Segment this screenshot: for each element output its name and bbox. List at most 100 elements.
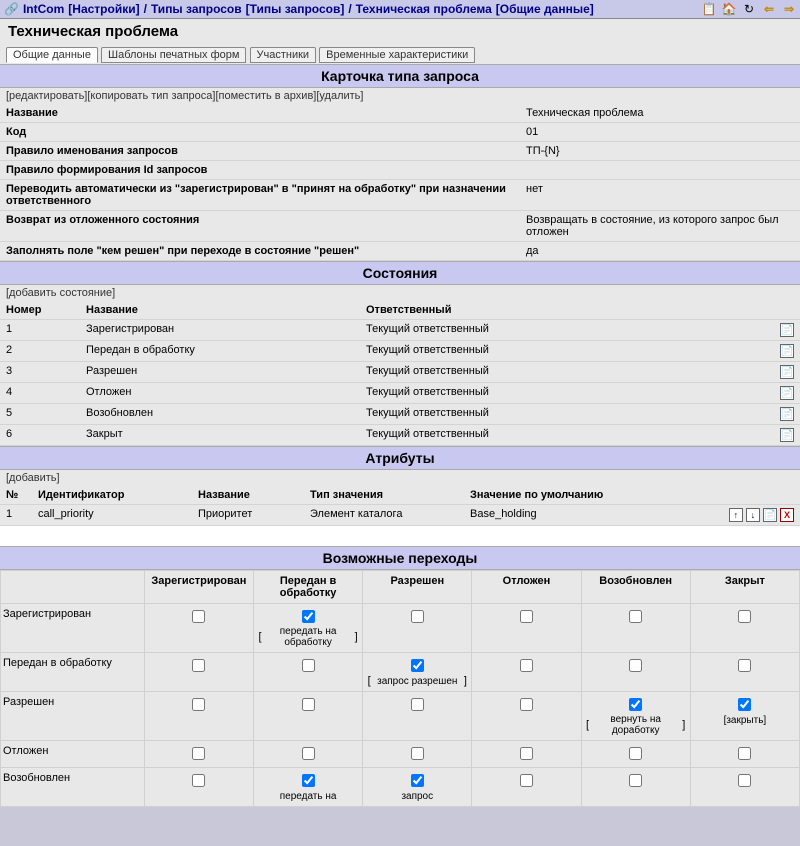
trans-checkbox[interactable] [520, 747, 533, 760]
delete-icon[interactable] [780, 508, 794, 522]
bc-seg1[interactable]: [Настройки] [68, 2, 139, 16]
attr-type: Элемент каталога [304, 505, 464, 526]
card-value: Возвращать в состояние, из которого запр… [520, 211, 800, 242]
copy-icon[interactable] [780, 407, 794, 421]
trans-label[interactable]: [закрыть] [724, 715, 767, 726]
state-num: 6 [0, 425, 80, 446]
trans-checkbox[interactable] [629, 659, 642, 672]
copy-icon[interactable] [780, 323, 794, 337]
trans-cell [581, 604, 690, 653]
bc-seg3b[interactable]: [Общие данные] [496, 2, 594, 16]
trans-checkbox[interactable] [629, 747, 642, 760]
trans-checkbox[interactable] [302, 610, 315, 623]
trans-checkbox[interactable] [411, 774, 424, 787]
tab-general[interactable]: Общие данные [6, 47, 98, 63]
trans-checkbox[interactable] [411, 747, 424, 760]
trans-checkbox[interactable] [302, 659, 315, 672]
home-icon[interactable]: 🏠 [722, 2, 736, 16]
attrs-col-name: Название [192, 486, 304, 505]
trans-label[interactable]: передать на обработку [264, 626, 352, 648]
bc-seg2b[interactable]: [Типы запросов] [246, 2, 345, 16]
trans-label[interactable]: вернуть на доработку [592, 714, 680, 736]
clipboard-icon[interactable]: 📋 [702, 2, 716, 16]
attr-row: 1call_priorityПриоритетЭлемент каталогаB… [0, 505, 800, 526]
trans-label[interactable]: запрос разрешен [377, 676, 457, 687]
card-label: Переводить автоматически из "зарегистрир… [0, 180, 520, 211]
state-name[interactable]: Передан в обработку [80, 341, 360, 362]
attr-num: 1 [0, 505, 32, 526]
trans-checkbox[interactable] [302, 747, 315, 760]
trans-checkbox[interactable] [302, 698, 315, 711]
trans-checkbox[interactable] [192, 774, 205, 787]
action-edit[interactable]: [редактировать] [6, 90, 87, 102]
attrs-col-ident: Идентификатор [32, 486, 192, 505]
trans-checkbox[interactable] [738, 610, 751, 623]
trans-cell: [ запрос разрешен ] [363, 653, 472, 692]
trans-checkbox[interactable] [192, 747, 205, 760]
copy-icon[interactable] [780, 428, 794, 442]
move-down-icon[interactable] [746, 508, 760, 522]
bc-seg2[interactable]: Типы запросов [151, 2, 242, 16]
tab-templates[interactable]: Шаблоны печатных форм [101, 47, 246, 63]
copy-icon[interactable] [780, 344, 794, 358]
copy-icon[interactable] [763, 508, 777, 522]
refresh-icon[interactable]: ↻ [742, 2, 756, 16]
state-name[interactable]: Отложен [80, 383, 360, 404]
trans-checkbox[interactable] [520, 774, 533, 787]
trans-checkbox[interactable] [411, 610, 424, 623]
trans-cell: [закрыть] [690, 692, 799, 741]
trans-checkbox[interactable] [629, 698, 642, 711]
card-row: НазваниеТехническая проблема [0, 104, 800, 123]
trans-col-head: Возобновлен [581, 571, 690, 604]
trans-checkbox[interactable] [411, 659, 424, 672]
action-archive[interactable]: [поместить в архив] [215, 90, 316, 102]
trans-cell [581, 741, 690, 768]
trans-checkbox[interactable] [520, 610, 533, 623]
attr-default: Base_holding [464, 505, 688, 526]
tab-timing[interactable]: Временные характеристики [319, 47, 475, 63]
state-name[interactable]: Разрешен [80, 362, 360, 383]
states-col-resp: Ответственный [360, 301, 760, 320]
trans-checkbox[interactable] [520, 698, 533, 711]
trans-checkbox[interactable] [520, 659, 533, 672]
trans-checkbox[interactable] [738, 774, 751, 787]
trans-checkbox[interactable] [192, 610, 205, 623]
action-add-attr[interactable]: [добавить] [6, 472, 60, 484]
trans-checkbox[interactable] [302, 774, 315, 787]
state-resp: Текущий ответственный [360, 341, 760, 362]
trans-cell [144, 604, 253, 653]
bc-app[interactable]: IntCom [23, 2, 64, 16]
action-copy[interactable]: [копировать тип запроса] [87, 90, 215, 102]
bc-seg3[interactable]: Техническая проблема [356, 2, 492, 16]
state-name[interactable]: Закрыт [80, 425, 360, 446]
state-row: 5ВозобновленТекущий ответственный [0, 404, 800, 425]
states-col-name: Название [80, 301, 360, 320]
trans-checkbox[interactable] [629, 774, 642, 787]
state-name[interactable]: Возобновлен [80, 404, 360, 425]
trans-checkbox[interactable] [192, 698, 205, 711]
trans-cell [690, 768, 799, 807]
trans-checkbox[interactable] [192, 659, 205, 672]
copy-icon[interactable] [780, 365, 794, 379]
state-resp: Текущий ответственный [360, 404, 760, 425]
tab-participants[interactable]: Участники [250, 47, 317, 63]
attrs-col-type: Тип значения [304, 486, 464, 505]
trans-checkbox[interactable] [738, 747, 751, 760]
trans-checkbox[interactable] [738, 698, 751, 711]
trans-row: Разрешен[ вернуть на доработку ][закрыть… [1, 692, 800, 741]
state-name[interactable]: Зарегистрирован [80, 320, 360, 341]
card-row: Правило формирования Id запросов [0, 161, 800, 180]
trans-label[interactable]: передать на [280, 791, 337, 802]
move-up-icon[interactable] [729, 508, 743, 522]
trans-checkbox[interactable] [629, 610, 642, 623]
action-delete[interactable]: [удалить] [316, 90, 363, 102]
trans-checkbox[interactable] [411, 698, 424, 711]
forward-icon[interactable]: ⇒ [782, 2, 796, 16]
action-add-state[interactable]: [добавить состояние] [6, 287, 115, 299]
trans-label[interactable]: запрос [401, 791, 433, 802]
trans-checkbox[interactable] [738, 659, 751, 672]
trans-corner [1, 571, 145, 604]
back-icon[interactable]: ⇐ [762, 2, 776, 16]
copy-icon[interactable] [780, 386, 794, 400]
card-row: Переводить автоматически из "зарегистрир… [0, 180, 800, 211]
